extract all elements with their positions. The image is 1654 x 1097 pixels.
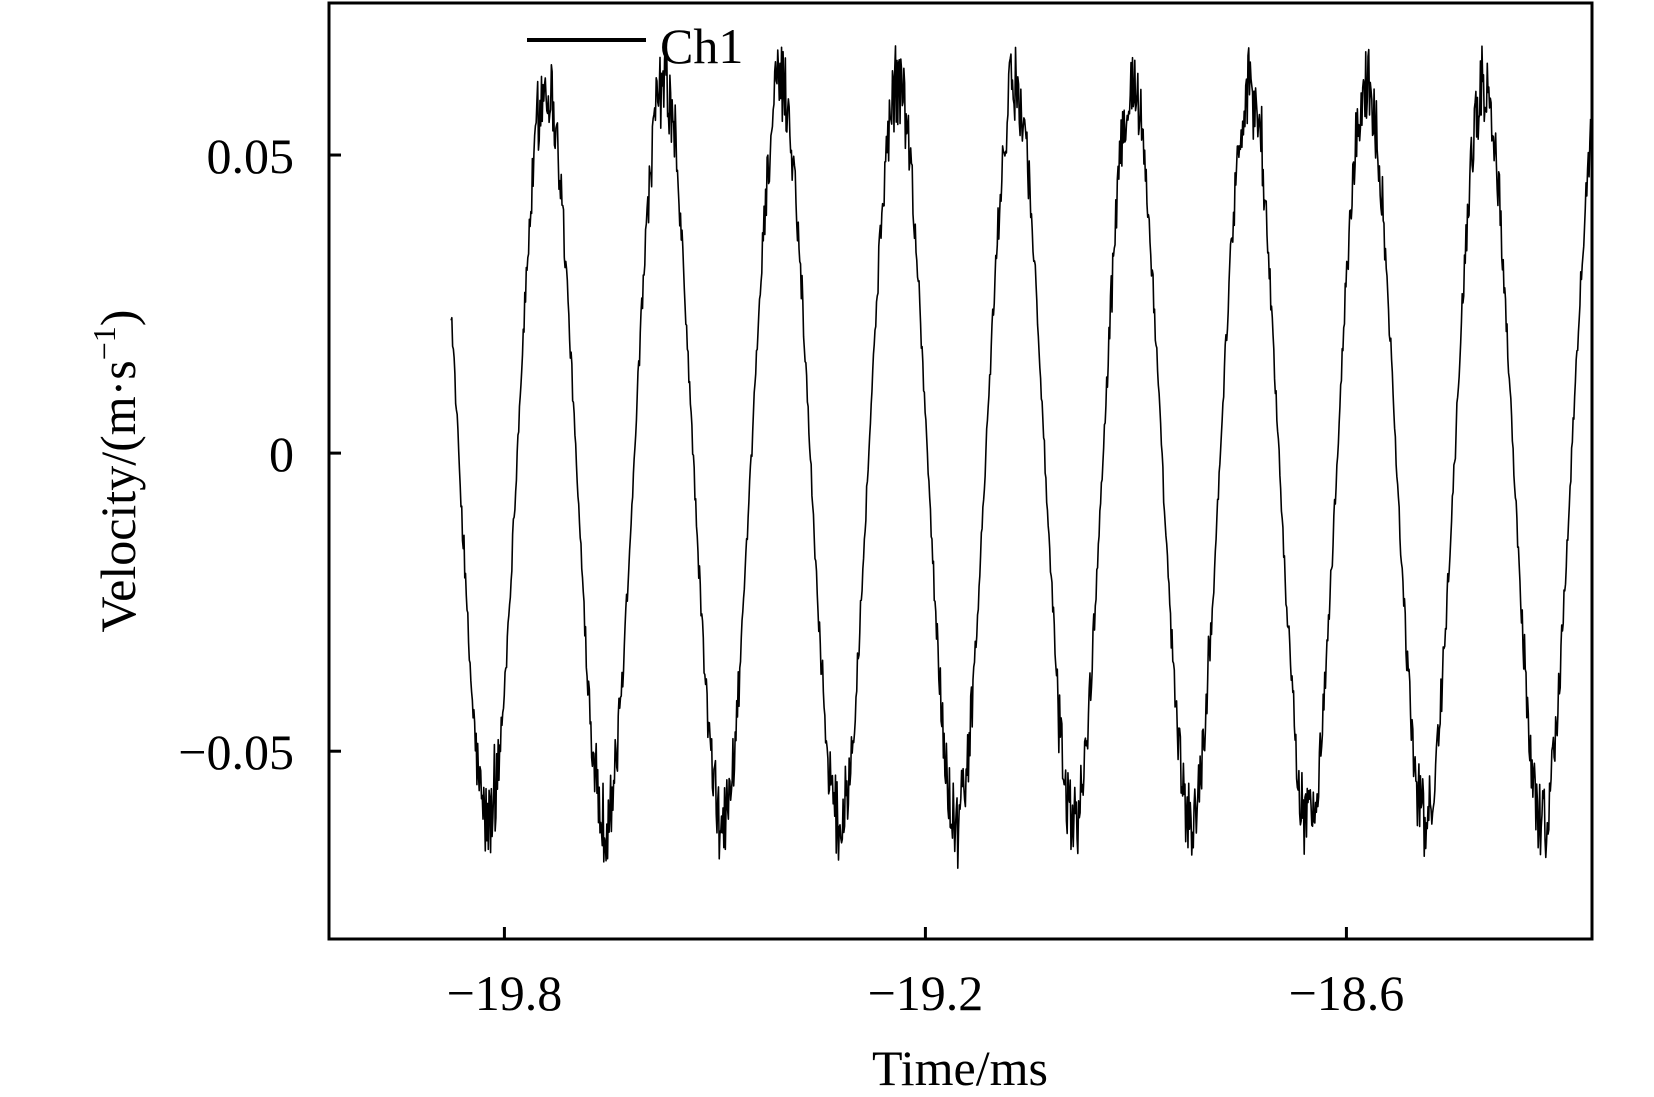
y-tick-label: −0.05 (178, 724, 294, 780)
legend: Ch1 (527, 18, 743, 74)
y-tick-label: 0 (269, 426, 294, 482)
series-line-ch1 (450, 43, 1592, 869)
y-axis-label: Velocity/(m·s−1) (86, 310, 146, 633)
x-axis-label: Time/ms (872, 1040, 1048, 1096)
plot-frame (327, 1, 1594, 941)
x-tick-label: −18.6 (1289, 965, 1405, 1021)
series-layer (450, 43, 1592, 869)
y-tick-label: 0.05 (207, 128, 295, 184)
y-axis-label-tail: ) (90, 310, 146, 327)
x-tick-label: −19.8 (447, 965, 563, 1021)
y-axis-label-base: Velocity/(m·s (90, 360, 146, 632)
x-tick-label: −19.2 (868, 965, 984, 1021)
axis-ticks: −19.8 −19.2 −18.6 0.05 0 −0.05 (178, 128, 1404, 1021)
legend-label-ch1: Ch1 (660, 18, 743, 74)
y-axis-label-superscript: −1 (86, 326, 122, 360)
